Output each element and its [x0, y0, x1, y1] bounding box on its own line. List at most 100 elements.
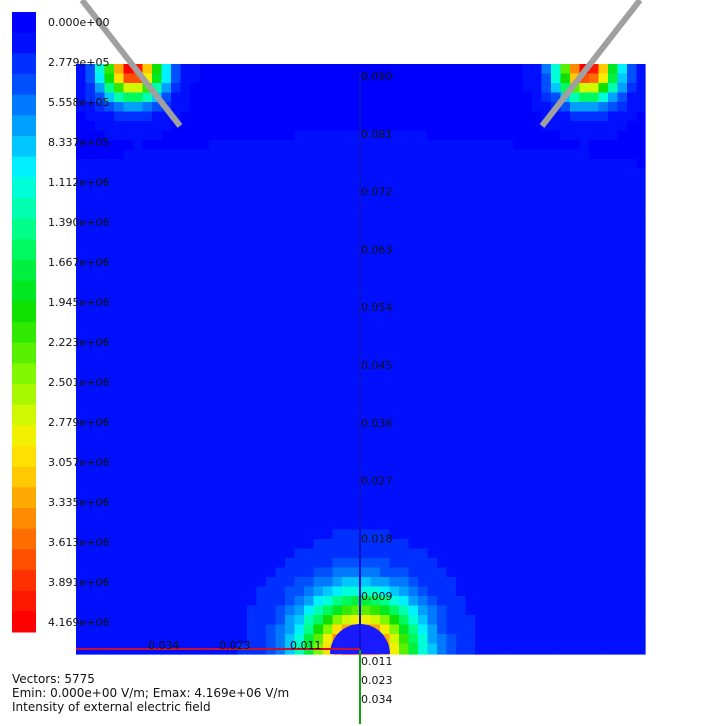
heatmap-cell	[446, 64, 457, 75]
heatmap-cell	[256, 634, 267, 645]
heatmap-cell	[503, 102, 514, 113]
heatmap-cell	[85, 92, 96, 103]
heatmap-cell	[142, 415, 153, 426]
colorbar-swatch	[12, 611, 36, 633]
heatmap-cell	[503, 121, 514, 132]
heatmap-cell	[636, 491, 646, 502]
heatmap-cell	[589, 482, 600, 493]
heatmap-cell	[627, 349, 638, 360]
heatmap-cell	[294, 396, 305, 407]
heatmap-cell	[617, 482, 628, 493]
heatmap-cell	[427, 292, 438, 303]
heatmap-cell	[513, 539, 524, 550]
heatmap-cell	[446, 425, 457, 436]
heatmap-cell	[266, 653, 277, 655]
heatmap-cell	[427, 434, 438, 445]
heatmap-cell	[446, 586, 457, 597]
heatmap-cell	[342, 292, 353, 303]
heatmap-cell	[484, 330, 495, 341]
heatmap-cell	[446, 510, 457, 521]
heatmap-cell	[551, 254, 562, 265]
heatmap-cell	[228, 178, 239, 189]
heatmap-cell	[503, 396, 514, 407]
heatmap-cell	[560, 83, 571, 94]
heatmap-cell	[332, 73, 343, 84]
heatmap-cell	[209, 406, 220, 417]
heatmap-cell	[361, 387, 372, 398]
heatmap-cell	[85, 548, 96, 559]
heatmap-cell	[171, 510, 182, 521]
heatmap-cell	[437, 643, 448, 654]
heatmap-cell	[342, 273, 353, 284]
heatmap-cell	[285, 235, 296, 246]
heatmap-cell	[266, 529, 277, 540]
heatmap-cell	[190, 615, 201, 626]
heatmap-cell	[408, 586, 419, 597]
heatmap-cell	[503, 596, 514, 607]
heatmap-cell	[275, 83, 286, 94]
heatmap-cell	[598, 377, 609, 388]
heatmap-cell	[475, 235, 486, 246]
heatmap-cell	[418, 358, 429, 369]
heatmap-cell	[636, 64, 646, 75]
heatmap-cell	[608, 548, 619, 559]
heatmap-cell	[418, 206, 429, 217]
heatmap-cell	[323, 130, 334, 141]
heatmap-cell	[408, 83, 419, 94]
heatmap-cell	[285, 396, 296, 407]
heatmap-cell	[247, 292, 258, 303]
heatmap-cell	[351, 396, 362, 407]
heatmap-cell	[389, 349, 400, 360]
heatmap-cell	[589, 339, 600, 350]
heatmap-cell	[323, 225, 334, 236]
heatmap-cell	[503, 149, 514, 160]
heatmap-cell	[399, 387, 410, 398]
heatmap-cell	[437, 624, 448, 635]
heatmap-cell	[294, 121, 305, 132]
heatmap-cell	[541, 434, 552, 445]
heatmap-cell	[617, 624, 628, 635]
heatmap-cell	[427, 187, 438, 198]
heatmap-cell	[304, 615, 315, 626]
heatmap-cell	[399, 263, 410, 274]
heatmap-cell	[304, 491, 315, 502]
heatmap-cell	[218, 282, 229, 293]
heatmap-cell	[114, 225, 125, 236]
heatmap-cell	[503, 320, 514, 331]
heatmap-cell	[484, 377, 495, 388]
heatmap-cell	[266, 520, 277, 531]
heatmap-cell	[304, 206, 315, 217]
heatmap-cell	[209, 206, 220, 217]
heatmap-cell	[190, 254, 201, 265]
heatmap-cell	[560, 387, 571, 398]
heatmap-cell	[85, 406, 96, 417]
heatmap-cell	[351, 225, 362, 236]
heatmap-cell	[380, 596, 391, 607]
heatmap-cell	[275, 368, 286, 379]
heatmap-cell	[551, 216, 562, 227]
heatmap-cell	[418, 529, 429, 540]
heatmap-cell	[437, 520, 448, 531]
heatmap-cell	[218, 358, 229, 369]
heatmap-cell	[522, 92, 533, 103]
heatmap-cell	[484, 83, 495, 94]
heatmap-cell	[532, 463, 543, 474]
heatmap-cell	[408, 282, 419, 293]
heatmap-cell	[370, 558, 381, 569]
heatmap-cell	[380, 577, 391, 588]
heatmap-cell	[114, 377, 125, 388]
heatmap-cell	[370, 263, 381, 274]
heatmap-cell	[342, 615, 353, 626]
heatmap-cell	[598, 624, 609, 635]
heatmap-cell	[152, 206, 163, 217]
heatmap-cell	[104, 273, 115, 284]
heatmap-cell	[209, 225, 220, 236]
heatmap-cell	[323, 111, 334, 122]
heatmap-cell	[342, 434, 353, 445]
heatmap-cell	[475, 263, 486, 274]
heatmap-cell	[627, 292, 638, 303]
heatmap-cell	[294, 415, 305, 426]
heatmap-cell	[532, 377, 543, 388]
heatmap-cell	[627, 320, 638, 331]
heatmap-cell	[465, 482, 476, 493]
